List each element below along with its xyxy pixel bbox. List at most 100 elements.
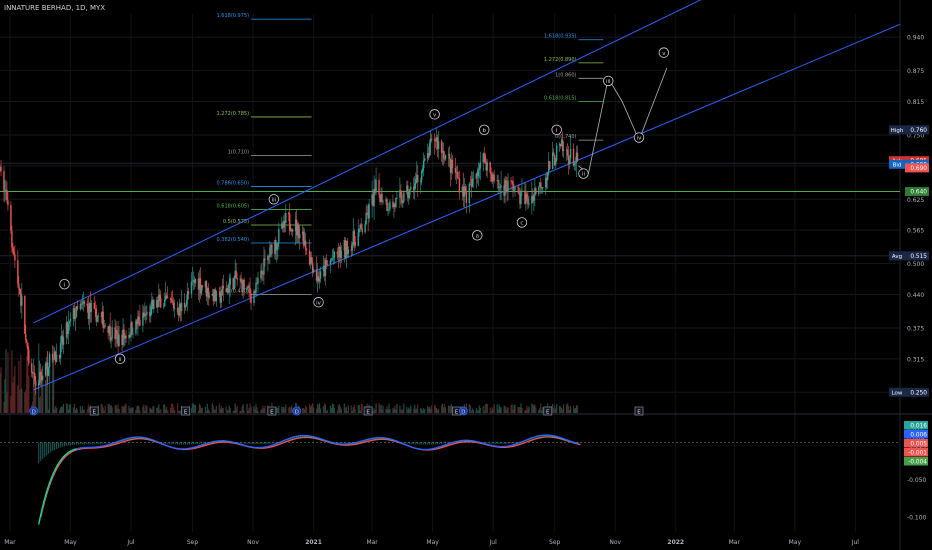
high-price-tag: [905, 125, 929, 135]
volume-bar: [392, 407, 394, 413]
horizontal-levels: [0, 162, 900, 257]
candle-body: [324, 260, 327, 277]
candle-body: [514, 187, 516, 190]
candle-body: [226, 288, 228, 293]
candle-body: [440, 141, 443, 153]
volume-bar: [360, 403, 362, 413]
volume-bar: [159, 410, 161, 413]
volume-bar: [440, 405, 443, 413]
oscillator-histogram-bar: [210, 442, 212, 443]
price-tick-label: 0.815: [907, 99, 924, 106]
volume-bar: [325, 410, 328, 413]
candle-body: [457, 177, 460, 179]
volume-bar: [278, 405, 280, 413]
volume-bar: [192, 403, 195, 413]
price-tick-label: 0.940: [907, 35, 924, 42]
candle-body: [28, 349, 30, 364]
volume-bar: [138, 406, 140, 413]
candle-body: [11, 230, 13, 248]
candle-body: [387, 209, 389, 211]
volume-bar: [125, 403, 127, 413]
volume-bar: [567, 405, 570, 413]
volume-bar: [347, 405, 349, 413]
earnings-marker[interactable]: E: [181, 406, 190, 416]
oscillator-histogram-bar: [61, 442, 64, 447]
volume-bar: [41, 376, 43, 413]
oscillator-histogram-bar: [55, 442, 58, 450]
candle-body: [555, 145, 558, 161]
earnings-marker[interactable]: E: [543, 406, 553, 416]
oscillator-histogram-bar: [161, 442, 163, 444]
candle-body: [521, 190, 523, 192]
dividend-marker[interactable]: D: [458, 406, 468, 416]
candle-body: [399, 190, 401, 198]
volume-bar: [484, 404, 486, 413]
volume-bar: [306, 407, 308, 413]
wave-projection[interactable]: [578, 67, 668, 175]
candle-body: [241, 281, 243, 291]
volume-bar: [3, 402, 5, 413]
candle-body: [413, 186, 415, 191]
oscillator-histogram-bar: [119, 440, 121, 442]
volume-bar: [535, 407, 537, 413]
volume-bar: [378, 403, 380, 413]
oscillator-histogram-bar: [214, 441, 216, 443]
dividend-marker[interactable]: D: [292, 406, 302, 416]
volume-bar: [122, 406, 124, 413]
volume-bar: [160, 409, 162, 413]
volume-bar: [477, 410, 479, 413]
volume-bar: [443, 404, 446, 413]
candle-body: [558, 143, 561, 146]
oscillator-histogram-bar: [530, 438, 532, 440]
trend-channel[interactable]: [33, 0, 901, 391]
volume-bar: [117, 404, 119, 413]
volume-bar: [26, 356, 28, 413]
oscillator-histogram-bar: [208, 442, 210, 443]
volume-bar: [414, 404, 416, 413]
candle-body: [283, 220, 285, 228]
volume-bar: [315, 408, 318, 413]
candle-body: [345, 240, 348, 258]
oscillator-histogram-bar: [442, 442, 445, 444]
candle-body: [208, 295, 211, 298]
oscillator-histogram-bar: [270, 442, 272, 444]
candle-body: [87, 305, 90, 319]
candle-body: [519, 194, 521, 205]
fibonacci-levels: 1.618(0.975) 1.272(0.785) 1(0.710) 0.786(0.…: [217, 13, 604, 295]
avg-price-caption: Avg: [892, 254, 902, 260]
time-axis[interactable]: Mar May Jul Sep Nov 2021 Mar May Jul Sep Nov 2022 Ma…: [4, 539, 859, 546]
candle-body: [262, 273, 264, 275]
oscillator-histogram-bar: [450, 442, 453, 444]
volume-bar: [121, 405, 123, 413]
oscillator-histogram-bar: [298, 435, 300, 439]
oscillator-histogram-bar: [169, 442, 171, 444]
candle-body: [361, 228, 363, 233]
oscillator-histogram-bar: [73, 442, 76, 445]
oscillator-histogram-bar: [218, 440, 220, 442]
candle-body: [423, 160, 425, 169]
volume-bar: [276, 407, 278, 413]
earnings-marker[interactable]: E: [634, 406, 644, 416]
dividend-marker[interactable]: D: [29, 406, 39, 416]
earnings-marker[interactable]: E: [89, 406, 99, 416]
volume-bar: [319, 408, 322, 413]
event-marker-text: D: [32, 409, 36, 415]
oscillator-histogram-bar: [153, 440, 155, 442]
candle-body: [333, 251, 336, 258]
oscillator-histogram-bar: [228, 441, 230, 443]
candle-body: [40, 375, 43, 381]
fib-level-label: 1.618(0.935): [544, 34, 577, 40]
volume-bar: [212, 405, 214, 413]
earnings-marker[interactable]: E: [267, 406, 277, 416]
oscillator-histogram-bar: [373, 438, 375, 440]
oscillator-histogram-bar: [522, 441, 524, 443]
wave-label-text: iii: [606, 79, 611, 85]
oscillator-histogram-bar: [232, 442, 234, 443]
candle-body: [58, 354, 61, 359]
candle-body: [331, 258, 334, 260]
low-price-tag: [905, 387, 929, 397]
oscillator-histogram-bar: [488, 442, 490, 444]
earnings-marker[interactable]: E: [363, 406, 373, 416]
